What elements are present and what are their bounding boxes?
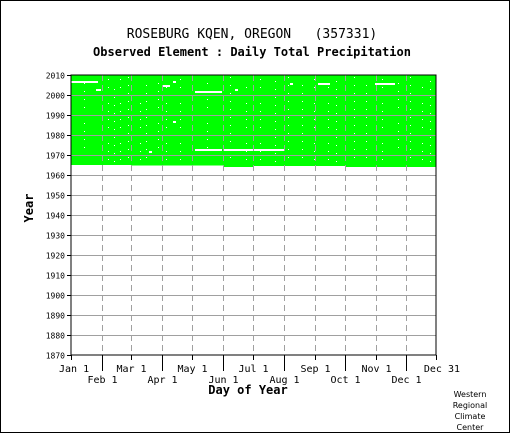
y-tick-label-2000: 2000	[46, 92, 65, 101]
x-tick-label-nov-1: Nov 1	[361, 364, 391, 375]
missing-data-segment-6	[318, 83, 330, 85]
missing-data-segment-8	[235, 89, 238, 91]
x-tick-label-oct-1: Oct 1	[330, 375, 360, 386]
y-tick-label-1950: 1950	[46, 192, 65, 201]
chart-subtitle: Observed Element : Daily Total Precipita…	[93, 45, 411, 59]
y-tick-label-1890: 1890	[46, 312, 65, 321]
missing-data-segment-9	[162, 85, 170, 87]
y-axis-ticks: 1870 1880 1890 1900 1910 1920 1930 1940 1950 1960…	[46, 72, 71, 361]
y-tick-label-1960: 1960	[46, 172, 65, 181]
credit-line-4: Center	[456, 423, 484, 432]
x-tick-label-feb-1: Feb 1	[87, 375, 117, 386]
credit-line-2: Regional	[452, 401, 488, 410]
missing-data-segment-1	[71, 81, 98, 83]
x-axis-label: Day of Year	[208, 383, 287, 397]
y-tick-label-1940: 1940	[46, 212, 65, 221]
x-tick-label-jan-1: Jan 1	[59, 364, 89, 375]
missing-data-segment-7	[375, 83, 395, 85]
x-tick-label-dec-1: Dec 1	[391, 375, 421, 386]
y-tick-label-1910: 1910	[46, 272, 65, 281]
wrcc-credit: Western Regional Climate Center	[440, 389, 500, 433]
x-tick-label-mar-1: Mar 1	[116, 364, 146, 375]
x-tick-label-jun-1: Jun 1	[208, 375, 238, 386]
plot-data-layer	[71, 75, 436, 168]
missing-data-segment-10	[173, 81, 176, 83]
credit-line-3: Climate	[454, 412, 486, 421]
observed-data-block-4	[253, 75, 345, 166]
x-tick-label-may-1: May 1	[177, 364, 207, 375]
x-tick-label-aug-1: Aug 1	[269, 375, 299, 386]
x-tick-label-jul-1: Jul 1	[238, 364, 268, 375]
x-tick-label-apr-1: Apr 1	[147, 375, 177, 386]
missing-data-segment-13	[290, 83, 293, 85]
observed-data-block-2	[131, 75, 223, 166]
y-tick-label-2010: 2010	[46, 72, 65, 81]
missing-data-segment-5	[195, 149, 222, 151]
chart-title: ROSEBURG KQEN, OREGON (357331)	[127, 27, 377, 42]
grid-lines	[71, 75, 436, 355]
y-tick-label-1980: 1980	[46, 132, 65, 141]
y-tick-label-1970: 1970	[46, 152, 65, 161]
y-tick-label-1900: 1900	[46, 292, 65, 301]
y-tick-label-1870: 1870	[46, 352, 65, 361]
y-tick-label-1990: 1990	[46, 112, 65, 121]
y-tick-label-1920: 1920	[46, 252, 65, 261]
credit-line-1: Western	[453, 390, 487, 399]
missing-data-segment-3	[195, 91, 222, 93]
missing-data-segment-11	[173, 121, 176, 123]
y-axis-label: Year	[22, 194, 36, 223]
observed-data-block-1	[71, 75, 131, 165]
y-tick-label-1930: 1930	[46, 232, 65, 241]
x-tick-label-sep-1: Sep 1	[300, 364, 330, 375]
y-tick-label-1880: 1880	[46, 332, 65, 341]
missing-data-segment-2	[96, 89, 101, 91]
x-tick-label-dec-31: Dec 31	[424, 364, 460, 375]
observed-data-block-5	[345, 75, 436, 167]
missing-data-segment-12	[149, 151, 152, 153]
